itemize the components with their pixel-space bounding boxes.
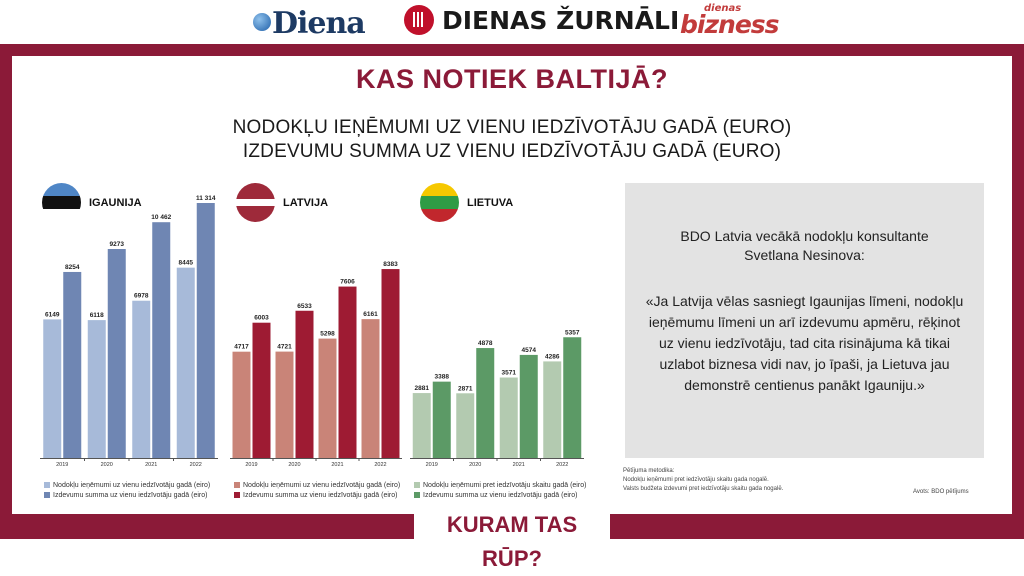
country-header-lithuania: LIETUVA	[420, 183, 513, 222]
x-tick-label: 2019	[245, 462, 257, 468]
data-label: 9273	[110, 241, 125, 248]
data-label: 10 462	[151, 214, 171, 221]
bottom-banner: KURAM TAS RŪP?	[414, 508, 610, 571]
diena-logo[interactable]: Diena	[253, 6, 366, 41]
data-label: 2871	[458, 385, 473, 392]
legend-swatch	[414, 482, 420, 488]
bar	[543, 361, 562, 458]
page-title: KAS NOTIEK BALTIJĀ?	[356, 64, 668, 94]
latvia-flag-icon	[236, 183, 275, 222]
data-label: 2881	[415, 385, 430, 392]
data-label: 3388	[435, 374, 450, 381]
x-tick-label: 2019	[426, 462, 438, 468]
data-label: 6161	[363, 311, 378, 318]
bar	[232, 351, 251, 458]
x-tick-label: 2022	[556, 462, 568, 468]
legend-swatch	[234, 492, 240, 498]
data-label: 6003	[254, 315, 269, 322]
bar	[152, 222, 171, 458]
lithuania-flag-icon	[420, 183, 459, 222]
dz-badge-icon	[404, 5, 434, 35]
bar	[295, 310, 314, 458]
data-label: 5298	[320, 331, 335, 338]
bar-charts: 2019 6149 8254 2020 6118 9273 2021 6978 10 462 20…	[40, 195, 584, 468]
legend-swatch	[44, 492, 50, 498]
quote-text: «Ja Latvija vēlas sasniegt Igaunijas līm…	[645, 293, 964, 393]
bar	[519, 354, 538, 458]
legend-swatch	[44, 482, 50, 488]
bar	[476, 348, 495, 458]
x-tick-label: 2021	[513, 462, 525, 468]
bar	[196, 203, 215, 458]
x-tick-label: 2021	[145, 462, 157, 468]
bar	[563, 337, 582, 458]
bar	[107, 249, 126, 458]
data-label: 4721	[277, 344, 292, 351]
x-tick-label: 2022	[190, 462, 202, 468]
x-tick-label: 2019	[56, 462, 68, 468]
methodology-notes: Pētījuma metodika: Nodokļu ieņēmumi pret…	[623, 468, 784, 492]
bar	[132, 300, 151, 458]
data-label: 3571	[502, 370, 517, 377]
bar	[252, 322, 271, 458]
country-header-estonia: IGAUNIJA	[42, 183, 142, 222]
subtitle-tax-revenue: NODOKĻU IEŅĒMUMI UZ VIENU IEDZĪVOTĀJU GA…	[232, 117, 792, 138]
data-label: 4717	[234, 344, 249, 351]
dienas-zurnali-logo[interactable]: DIENAS ŽURNĀLI	[404, 5, 679, 35]
bar	[318, 338, 337, 458]
data-label: 6978	[134, 293, 149, 300]
x-tick-label: 2022	[374, 462, 386, 468]
legend-swatch	[234, 482, 240, 488]
data-label: 6533	[297, 303, 312, 310]
bar	[338, 286, 357, 458]
data-label: 4878	[478, 340, 493, 347]
legend-lithuania: Nodokļu ieņēmumi pret iedzīvotāju skaitu…	[414, 480, 586, 500]
subtitle-expenditure: IZDEVUMU SUMMA UZ VIENU IEDZĪVOTĀJU GADĀ…	[242, 141, 782, 162]
x-tick-label: 2020	[288, 462, 300, 468]
data-label: 7606	[340, 279, 355, 286]
legend-estonia: Nodokļu ieņēmumi uz vienu iedzīvotāju ga…	[44, 480, 210, 500]
globe-icon	[253, 13, 271, 31]
x-tick-label: 2020	[469, 462, 481, 468]
bar	[381, 269, 400, 458]
data-label: 5357	[565, 329, 580, 336]
data-label: 6118	[90, 312, 104, 319]
x-tick-label: 2020	[101, 462, 113, 468]
bar	[412, 393, 431, 458]
bar	[361, 319, 380, 458]
bar	[87, 320, 106, 458]
brand-bar: Diena DIENAS ŽURNĀLI dienas bizness	[0, 0, 1024, 44]
legend-swatch	[414, 492, 420, 498]
bar	[456, 393, 475, 458]
quote-intro: BDO Latvia vecākā nodokļu konsultante Sv…	[680, 228, 929, 263]
bar	[63, 271, 82, 458]
bar	[499, 377, 518, 458]
source-note: Avots: BDO pētījums	[913, 489, 969, 495]
data-label: 11 314	[196, 195, 216, 202]
bar	[432, 381, 451, 458]
data-label: 8445	[179, 260, 194, 267]
bar	[275, 351, 294, 458]
data-label: 4574	[522, 347, 537, 354]
x-tick-label: 2021	[331, 462, 343, 468]
bar	[43, 319, 62, 458]
data-label: 6149	[45, 311, 60, 318]
data-label: 4286	[545, 353, 560, 360]
data-label: 8383	[383, 261, 398, 268]
country-header-latvia: LATVIJA	[236, 183, 328, 222]
data-label: 8254	[65, 264, 80, 271]
dienas-bizness-logo[interactable]: dienas bizness	[680, 3, 780, 39]
expert-quote-box: BDO Latvia vecākā nodokļu konsultante Sv…	[625, 183, 984, 458]
bar	[176, 267, 195, 458]
estonia-flag-icon	[42, 183, 81, 222]
legend-latvia: Nodokļu ieņēmumi uz vienu iedzīvotāju ga…	[234, 480, 400, 500]
